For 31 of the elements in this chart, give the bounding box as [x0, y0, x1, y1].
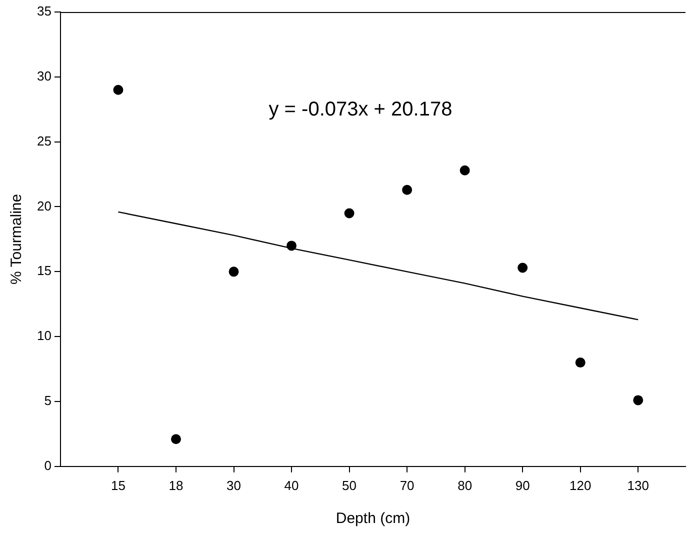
annotation: y = -0.073x + 20.178 [268, 98, 452, 121]
y-tick-label: 0 [44, 458, 52, 473]
x-tick-label: 30 [226, 478, 241, 493]
x-tick-label: 40 [284, 478, 299, 493]
point [113, 84, 124, 95]
x-tick-label: 120 [570, 478, 592, 493]
x-tick-label: 70 [400, 478, 414, 493]
x-tick-label: 50 [342, 478, 357, 493]
point [170, 434, 181, 444]
y-tick-label: 5 [44, 393, 52, 408]
point [575, 358, 586, 368]
y-axis-title: % Tourmaline [8, 194, 26, 285]
point [460, 165, 470, 176]
point [402, 184, 412, 195]
point [518, 262, 528, 273]
x-tick-label: 18 [168, 478, 184, 493]
x-tick-label: 15 [110, 478, 126, 493]
x-tick-label: 80 [458, 478, 472, 493]
x-tick-label: 90 [515, 478, 530, 493]
point [286, 240, 297, 251]
y-tick-label: 15 [36, 263, 52, 278]
y-tick-label: 35 [36, 4, 52, 19]
x-tick-label: 130 [627, 478, 649, 493]
x-axis-title: Depth (cm) [336, 510, 410, 528]
y-tick-label: 20 [36, 198, 52, 214]
point [344, 208, 354, 218]
y-tick-label: 25 [36, 133, 52, 148]
y-tick-label: 10 [36, 328, 52, 344]
y-tick-label: 30 [36, 68, 52, 84]
point [633, 395, 644, 406]
point [228, 266, 239, 277]
